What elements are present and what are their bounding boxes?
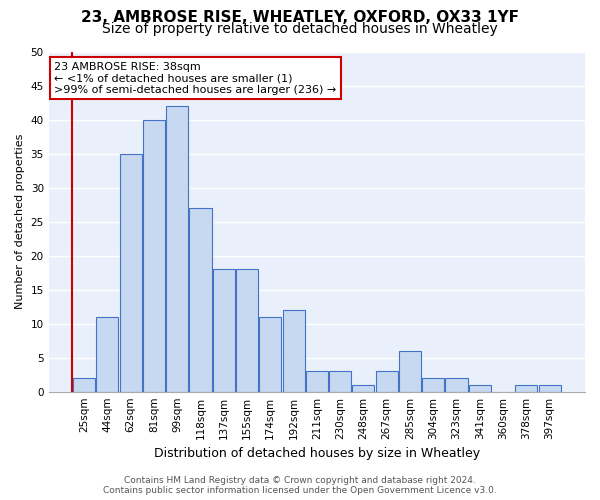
Text: Size of property relative to detached houses in Wheatley: Size of property relative to detached ho… [102, 22, 498, 36]
Bar [329, 372, 351, 392]
Bar [73, 378, 95, 392]
Bar [236, 269, 258, 392]
Text: 23 AMBROSE RISE: 38sqm
← <1% of detached houses are smaller (1)
>99% of semi-det: 23 AMBROSE RISE: 38sqm ← <1% of detached… [54, 62, 336, 95]
Bar [306, 372, 328, 392]
Bar [539, 385, 560, 392]
X-axis label: Distribution of detached houses by size in Wheatley: Distribution of detached houses by size … [154, 447, 480, 460]
Bar [143, 120, 165, 392]
Bar [119, 154, 142, 392]
Bar [212, 269, 235, 392]
Bar [376, 372, 398, 392]
Bar [445, 378, 467, 392]
Bar [399, 351, 421, 392]
Bar [190, 208, 212, 392]
Text: Contains HM Land Registry data © Crown copyright and database right 2024.
Contai: Contains HM Land Registry data © Crown c… [103, 476, 497, 495]
Bar [259, 317, 281, 392]
Bar [469, 385, 491, 392]
Text: 23, AMBROSE RISE, WHEATLEY, OXFORD, OX33 1YF: 23, AMBROSE RISE, WHEATLEY, OXFORD, OX33… [81, 10, 519, 25]
Bar [166, 106, 188, 392]
Bar [422, 378, 444, 392]
Bar [97, 317, 118, 392]
Bar [352, 385, 374, 392]
Bar [283, 310, 305, 392]
Y-axis label: Number of detached properties: Number of detached properties [15, 134, 25, 310]
Bar [515, 385, 538, 392]
